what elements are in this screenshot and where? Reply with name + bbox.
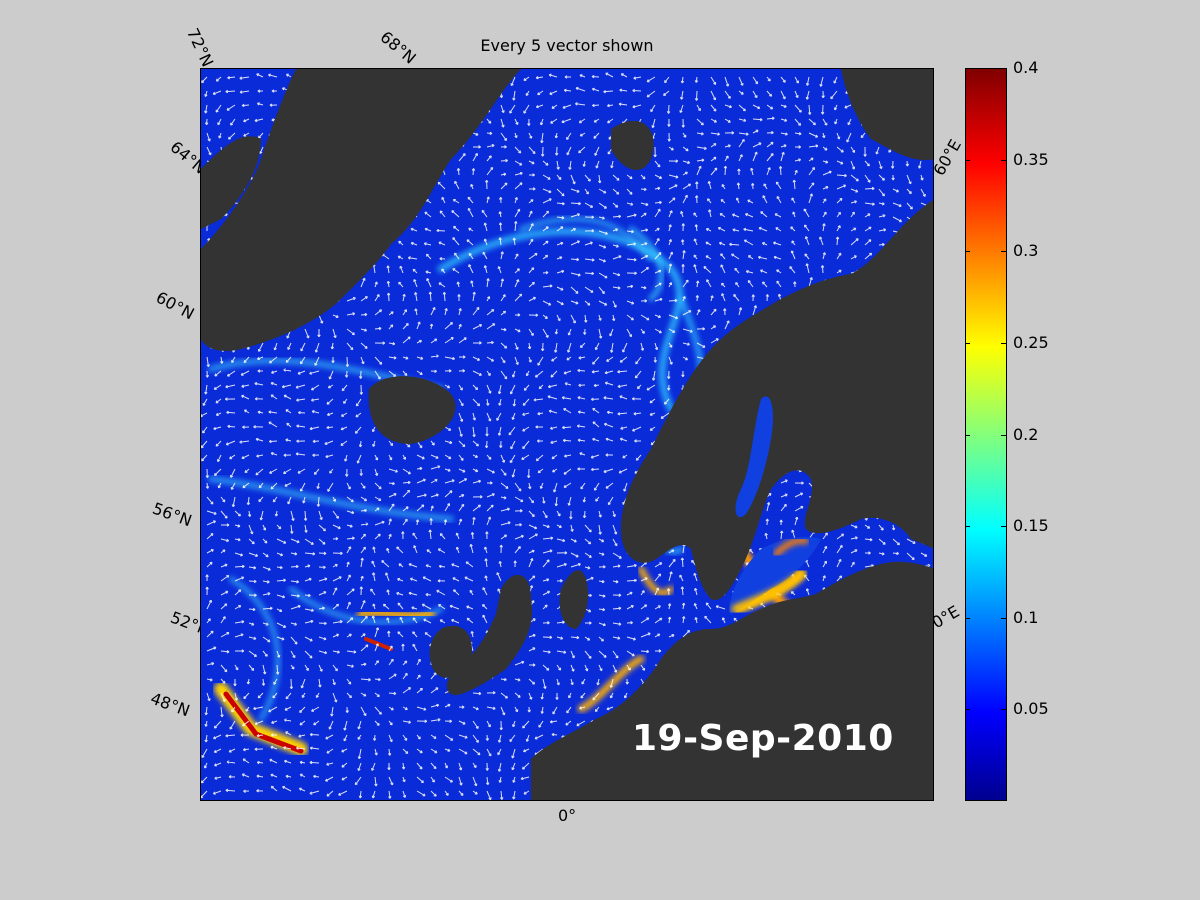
- baltic-hotspot-overlay: [731, 537, 809, 614]
- colorbar-tick-label: 0.1: [1013, 607, 1039, 627]
- colorbar-tick-mark: [1001, 159, 1006, 161]
- colorbar-tick-mark: [1001, 709, 1006, 711]
- colorbar-tick-mark: [965, 342, 970, 344]
- map-panel: [200, 68, 934, 801]
- lat-label-56n: 56°N: [149, 498, 195, 531]
- colorbar: [965, 68, 1007, 801]
- ocean-current-map: [201, 69, 933, 800]
- colorbar-tick-label: 0.4: [1013, 58, 1039, 77]
- lat-label-68n: 68°N: [376, 27, 420, 68]
- colorbar-tick-mark: [965, 709, 970, 711]
- lat-label-48n: 48°N: [147, 688, 193, 721]
- colorbar-tick-mark: [1001, 68, 1006, 69]
- lon-label-0: 0°: [558, 806, 577, 825]
- colorbar-tick-label: 0.05: [1013, 699, 1049, 719]
- colorbar-tick-label: 0.25: [1013, 332, 1049, 352]
- colorbar-tick-mark: [965, 68, 970, 69]
- colorbar-tick-mark: [965, 526, 970, 528]
- baltic-sea-overlay: [730, 396, 821, 614]
- colorbar-tick-mark: [965, 159, 970, 161]
- colorbar-tick-mark: [1001, 526, 1006, 528]
- date-label: 19-Sep-2010: [632, 718, 894, 759]
- colorbar-tick-label: 0.15: [1013, 516, 1049, 536]
- land-masses-overlay: [201, 69, 933, 800]
- colorbar-tick-mark: [1001, 342, 1006, 344]
- map-title: Every 5 vector shown: [480, 36, 654, 55]
- colorbar-tick-label: 0.3: [1013, 241, 1039, 261]
- colorbar-tick-mark: [965, 617, 970, 619]
- colorbar-tick-mark: [965, 251, 970, 253]
- colorbar-tick-mark: [1001, 434, 1006, 436]
- lat-label-60n: 60°N: [152, 287, 198, 324]
- colorbar-tick-mark: [965, 434, 970, 436]
- colorbar-tick-mark: [1001, 251, 1006, 253]
- colorbar-tick-label: 0.35: [1013, 149, 1049, 169]
- colorbar-tick-mark: [1001, 617, 1006, 619]
- lon-label-60e: 60°E: [929, 136, 966, 179]
- colorbar-tick-label: 0.2: [1013, 424, 1039, 444]
